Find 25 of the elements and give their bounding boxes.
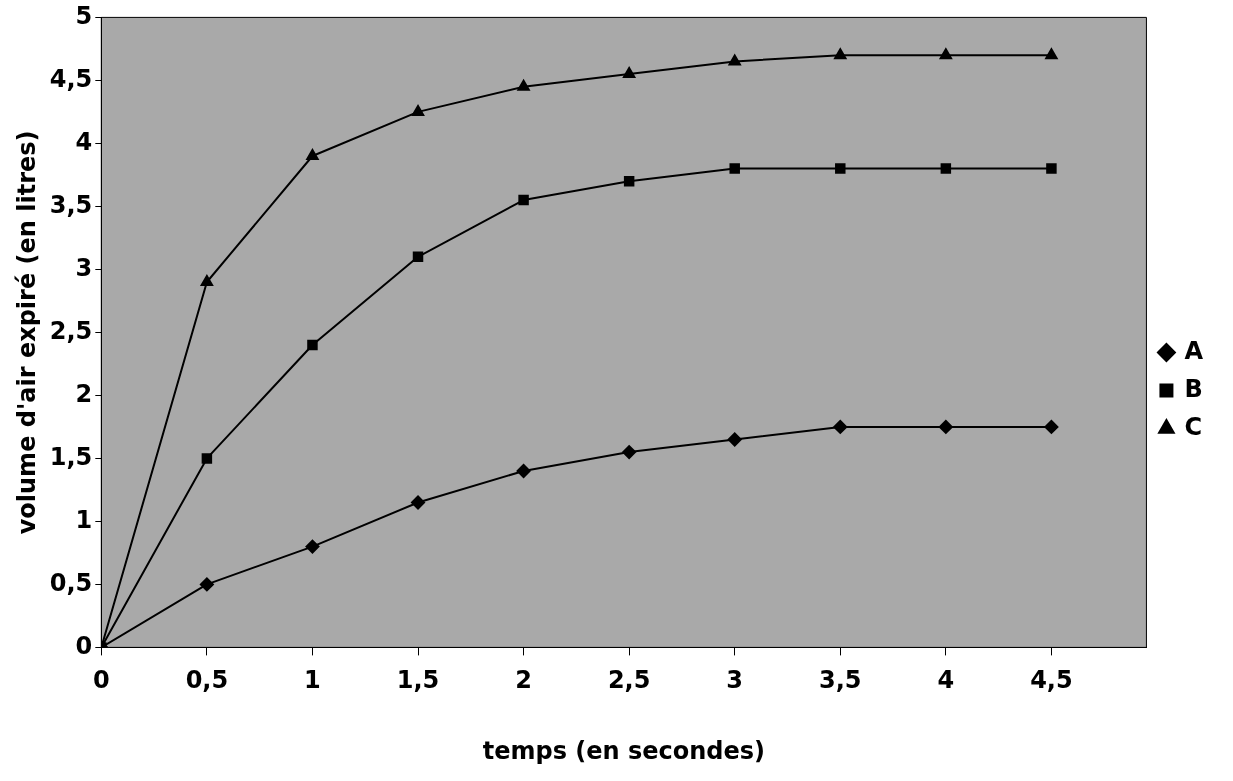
legend-label: B bbox=[1184, 374, 1203, 403]
x-tick-label: 0,5 bbox=[185, 666, 229, 695]
y-tick-label: 4 bbox=[75, 127, 93, 156]
y-tick-label: 5 bbox=[75, 1, 93, 30]
x-tick-label: 3,5 bbox=[819, 666, 862, 695]
y-tick-label: 0,5 bbox=[49, 568, 93, 597]
x-tick-label: 4 bbox=[937, 666, 955, 695]
y-axis-title: volume d'air expiré (en litres) bbox=[12, 130, 41, 535]
y-tick-label: 1,5 bbox=[49, 442, 93, 471]
x-tick-label: 3 bbox=[726, 666, 744, 695]
y-tick-label: 3 bbox=[75, 253, 93, 282]
y-tick-label: 2 bbox=[75, 379, 93, 408]
x-tick-label: 1,5 bbox=[396, 666, 440, 695]
x-tick-label: 2 bbox=[515, 666, 532, 695]
y-tick-label: 4,5 bbox=[49, 64, 93, 93]
x-axis-title: temps (en secondes) bbox=[482, 736, 766, 765]
x-tick-label: 1 bbox=[304, 666, 321, 695]
legend-label: C bbox=[1184, 412, 1203, 441]
legend-label: A bbox=[1184, 336, 1204, 365]
x-tick-label: 4,5 bbox=[1030, 666, 1073, 695]
y-tick-label: 0 bbox=[75, 631, 93, 660]
y-tick-label: 1 bbox=[75, 505, 93, 534]
y-tick-label: 3,5 bbox=[49, 190, 93, 219]
x-tick-label: 2,5 bbox=[607, 666, 651, 695]
y-tick-label: 2,5 bbox=[49, 316, 93, 345]
